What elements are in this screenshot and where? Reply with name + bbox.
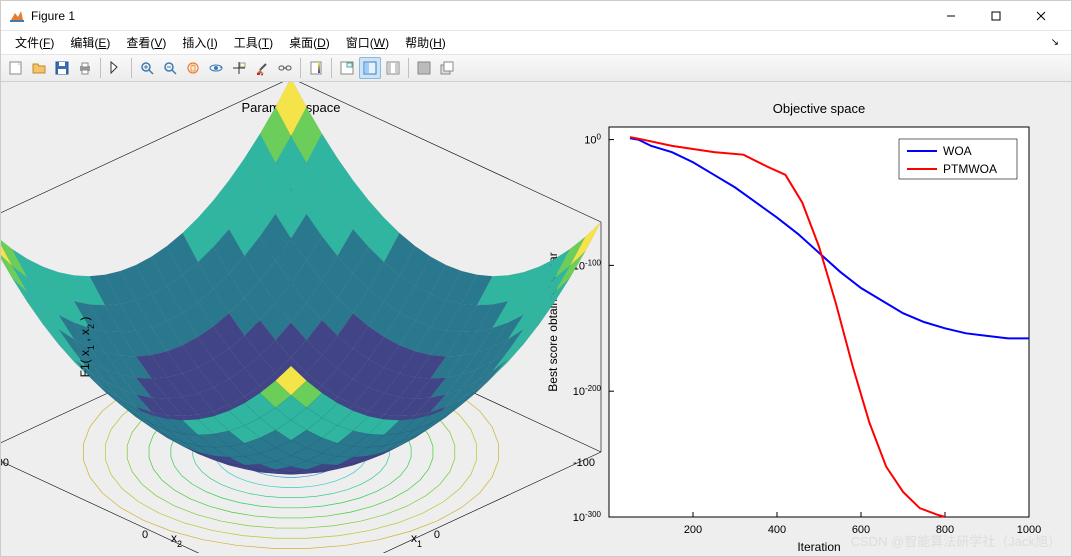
dock-corner-icon[interactable]: ↘ (1051, 37, 1065, 48)
menu-bar: 文件(F) 编辑(E) 查看(V) 插入(I) 工具(T) 桌面(D) 窗口(W… (1, 31, 1071, 55)
maximize-button[interactable] (973, 1, 1018, 30)
edit-plot-icon[interactable] (105, 57, 127, 79)
toolbar-separator (100, 58, 101, 78)
svg-text:2: 2 (277, 82, 283, 85)
data-cursor-icon[interactable] (228, 57, 250, 79)
menu-tools[interactable]: 工具(T) (226, 32, 281, 53)
svg-text:100: 100 (584, 132, 601, 147)
rotate-3d-icon[interactable] (205, 57, 227, 79)
zoom-in-icon[interactable] (136, 57, 158, 79)
svg-text:0: 0 (142, 529, 148, 541)
svg-text:600: 600 (852, 524, 870, 536)
save-icon[interactable] (51, 57, 73, 79)
svg-text:PTMWOA: PTMWOA (943, 162, 997, 176)
toolbar (1, 55, 1071, 82)
menu-edit[interactable]: 编辑(E) (62, 32, 118, 53)
title-bar: Figure 1 (1, 1, 1071, 31)
close-button[interactable] (1018, 1, 1063, 30)
window-title: Figure 1 (31, 9, 928, 23)
menu-file[interactable]: 文件(F) (7, 32, 62, 53)
show-plot-tools-icon[interactable] (382, 57, 404, 79)
svg-text:800: 800 (936, 524, 954, 536)
svg-text:400: 400 (768, 524, 786, 536)
zoom-out-icon[interactable] (159, 57, 181, 79)
svg-text:WOA: WOA (943, 144, 972, 158)
minimize-button[interactable] (928, 1, 973, 30)
menu-window[interactable]: 窗口(W) (338, 32, 397, 53)
matlab-figure-icon (9, 8, 25, 24)
link-data-icon[interactable] (274, 57, 296, 79)
hide-plot-tools-icon[interactable] (359, 57, 381, 79)
menu-insert[interactable]: 插入(I) (174, 32, 225, 53)
brush-icon[interactable] (251, 57, 273, 79)
dock-icon[interactable] (413, 57, 435, 79)
toolbar-separator (300, 58, 301, 78)
toolbar-separator (408, 58, 409, 78)
svg-text:200: 200 (684, 524, 702, 536)
open-icon[interactable] (28, 57, 50, 79)
print-icon[interactable] (74, 57, 96, 79)
figure-plots: Objective space200400600800100010010-100… (1, 82, 1071, 553)
menu-help[interactable]: 帮助(H) (397, 32, 454, 53)
new-figure-icon[interactable] (5, 57, 27, 79)
insert-legend-icon[interactable] (336, 57, 358, 79)
svg-text:1000: 1000 (1017, 524, 1041, 536)
pan-icon[interactable] (182, 57, 204, 79)
svg-text:Objective space: Objective space (773, 101, 866, 116)
menu-view[interactable]: 查看(V) (118, 32, 174, 53)
colorbar-icon[interactable] (305, 57, 327, 79)
svg-text:x1: x1 (411, 531, 422, 549)
svg-text:Iteration: Iteration (797, 540, 840, 553)
toolbar-separator (331, 58, 332, 78)
svg-text:10-200: 10-200 (573, 384, 602, 399)
undock-icon[interactable] (436, 57, 458, 79)
svg-text:0: 0 (434, 529, 440, 541)
svg-text:10-300: 10-300 (573, 510, 602, 525)
toolbar-separator (131, 58, 132, 78)
menu-desktop[interactable]: 桌面(D) (281, 32, 338, 53)
figure-canvas[interactable]: Objective space200400600800100010010-100… (1, 82, 1071, 556)
svg-text:-100: -100 (573, 457, 595, 469)
